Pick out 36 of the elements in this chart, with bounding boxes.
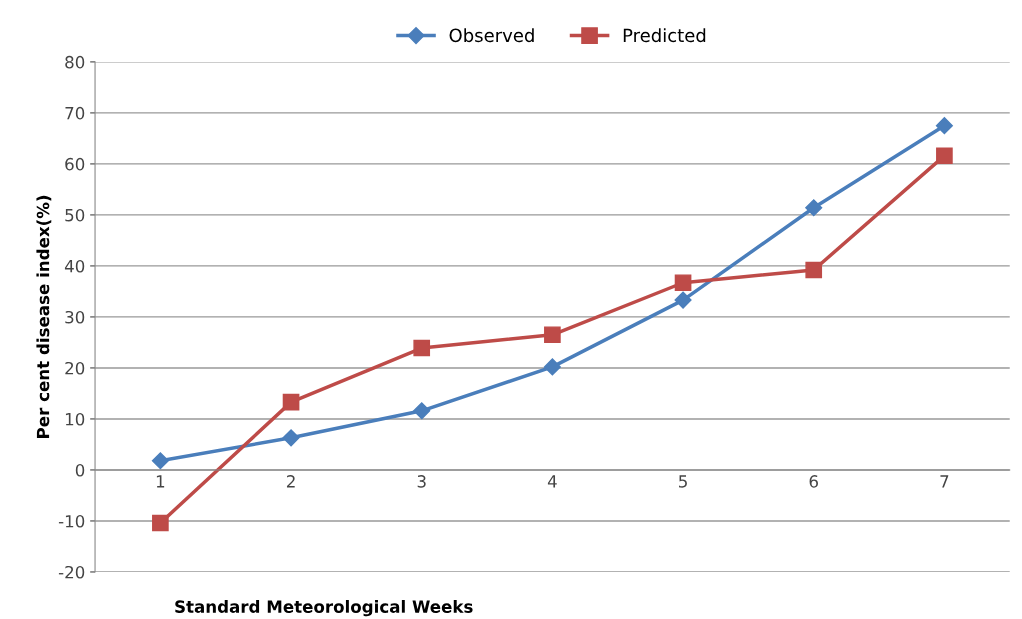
point bbox=[936, 147, 953, 165]
y-tick-label: 80 bbox=[65, 55, 85, 69]
y-tick-label: -10 bbox=[58, 514, 85, 528]
point bbox=[152, 514, 169, 532]
y-tick-label: 30 bbox=[65, 310, 85, 324]
point bbox=[282, 429, 300, 447]
x-tick-label: 3 bbox=[417, 475, 426, 488]
point bbox=[805, 261, 823, 279]
point bbox=[935, 117, 953, 135]
legend-label: Observed bbox=[449, 28, 534, 43]
legend-label: Predicted bbox=[623, 28, 706, 43]
y-tick-label: 50 bbox=[65, 208, 85, 222]
x-tick-label: 5 bbox=[679, 475, 687, 488]
y-tick-label: 70 bbox=[65, 106, 85, 120]
x-tick-label: 4 bbox=[547, 475, 557, 488]
point bbox=[543, 358, 561, 376]
y-tick-label: 20 bbox=[65, 361, 85, 375]
point bbox=[151, 452, 169, 470]
y-tick-label: 10 bbox=[65, 412, 85, 426]
y-tick-label: -20 bbox=[58, 565, 85, 579]
y-tick-label: 60 bbox=[65, 157, 85, 171]
x-tick-label: 1 bbox=[156, 475, 165, 488]
point bbox=[282, 393, 300, 411]
y-axis-title: Per cent disease index(%) bbox=[36, 195, 52, 438]
y-tick-label: 40 bbox=[64, 259, 85, 273]
point bbox=[674, 274, 692, 292]
point bbox=[544, 326, 561, 344]
point bbox=[805, 199, 823, 217]
x-tick-label: 7 bbox=[940, 475, 949, 488]
x-tick-label: 2 bbox=[286, 475, 295, 488]
x-axis-title: Standard Meteorological Weeks bbox=[175, 600, 473, 617]
point bbox=[674, 291, 692, 309]
point bbox=[413, 339, 431, 357]
x-tick-label: 6 bbox=[809, 475, 818, 488]
y-tick-label: 0 bbox=[75, 463, 85, 477]
point bbox=[413, 402, 431, 420]
